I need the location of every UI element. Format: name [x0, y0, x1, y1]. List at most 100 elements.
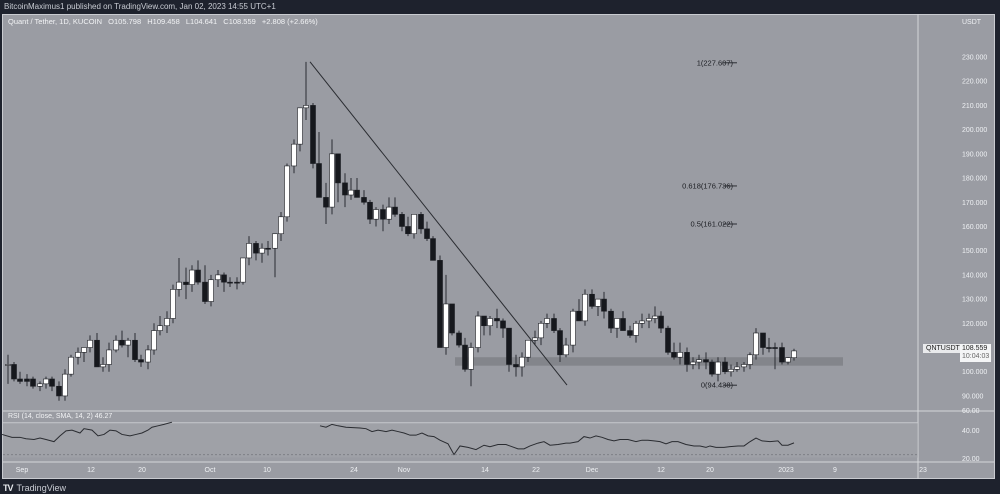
time-tick: Oct — [205, 467, 216, 474]
candle-body — [253, 243, 259, 254]
candle-body — [24, 378, 30, 382]
publish-bar: BitcoinMaximus1 published on TradingView… — [0, 0, 1000, 14]
candle-body — [690, 361, 696, 365]
price-tick: 170.000 — [962, 200, 987, 207]
candle-body — [437, 260, 443, 348]
candle-body — [494, 318, 500, 322]
price-tick: 210.000 — [962, 103, 987, 110]
candle-body — [753, 332, 759, 356]
rsi-line — [1, 421, 173, 443]
candle-body — [563, 344, 569, 356]
candle-body — [145, 349, 151, 363]
candle-body — [639, 320, 645, 324]
change-value: +2.808 (+2.66%) — [261, 17, 318, 26]
publish-line: BitcoinMaximus1 published on TradingView… — [4, 2, 276, 11]
candle-body — [513, 364, 519, 368]
price-tick: 90.000 — [962, 393, 984, 400]
candle-body — [620, 318, 626, 331]
candle-body — [75, 352, 81, 358]
candle-body — [62, 373, 68, 397]
candle-body — [449, 303, 455, 334]
candle-body — [43, 378, 49, 385]
brand-name: TradingView — [16, 483, 67, 493]
candle-body — [329, 153, 335, 208]
time-tick: 14 — [481, 467, 489, 474]
last-price-tag: 108.559 10:04:03 — [960, 344, 992, 362]
candle-body — [772, 347, 778, 349]
candle-body — [601, 298, 607, 312]
candle-body — [709, 361, 715, 375]
open-value: 105.798 — [114, 17, 142, 26]
candle-body — [367, 201, 373, 220]
candle-body — [183, 281, 189, 285]
candle-body — [5, 364, 11, 366]
currency-label: USDT — [962, 19, 982, 26]
price-tick: 160.000 — [962, 224, 987, 231]
candle-body — [538, 323, 544, 339]
candle-body — [487, 318, 493, 327]
candle-body — [303, 105, 309, 109]
candle-body — [532, 337, 538, 341]
candle-body — [240, 257, 246, 283]
time-tick: Nov — [398, 467, 411, 474]
candle-body — [138, 359, 144, 363]
candle-body — [608, 310, 614, 329]
time-tick: Dec — [586, 467, 599, 474]
candle-body — [576, 310, 582, 322]
rsi-tick: 60.00 — [962, 408, 980, 415]
candle-body — [272, 233, 278, 249]
high-value: 109.458 — [152, 17, 180, 26]
candle-body — [525, 339, 531, 358]
fib-label: 0.5(161.022) — [690, 219, 733, 228]
candle-body — [215, 274, 221, 281]
candle-body — [684, 352, 690, 365]
candle-body — [728, 369, 734, 373]
symbol-name: Quant / Tether, 1D, KUCOIN — [8, 17, 103, 26]
candle-body — [411, 214, 417, 235]
candle-body — [633, 323, 639, 336]
candle-body — [335, 153, 341, 184]
candle-body — [246, 243, 252, 259]
candle-body — [570, 310, 576, 346]
candle-body — [627, 330, 633, 336]
candle-body — [760, 332, 766, 348]
candle-body — [106, 349, 112, 365]
candle-body — [380, 209, 386, 220]
time-tick: 9 — [833, 467, 837, 474]
candle-body — [342, 182, 348, 196]
candle-body — [468, 347, 474, 370]
candle-body — [671, 352, 677, 358]
candle-body — [614, 318, 620, 329]
candle-body — [17, 378, 23, 382]
candle-body — [113, 339, 119, 351]
candle-body — [100, 364, 106, 368]
candle-body — [208, 279, 214, 302]
chart-frame[interactable] — [2, 14, 995, 479]
footer-bar — [0, 479, 1000, 494]
price-tick: 130.000 — [962, 297, 987, 304]
candle-body — [557, 330, 563, 356]
candle-body — [652, 315, 658, 319]
time-tick: 20 — [138, 467, 146, 474]
candle-body — [227, 281, 233, 284]
candle-body — [715, 361, 721, 375]
candle-body — [677, 352, 683, 358]
candle-body — [475, 315, 481, 348]
candle-body — [297, 107, 303, 145]
candle-body — [481, 315, 487, 327]
rsi-legend: RSI (14, close, SMA, 14, 2) 46.27 — [8, 413, 112, 420]
price-tick: 120.000 — [962, 321, 987, 328]
candle-body — [234, 281, 240, 284]
fib-label: 1(227.607) — [697, 58, 734, 67]
candle-body — [170, 289, 176, 319]
tradingview-logo[interactable]: TV TradingView — [3, 483, 66, 493]
candle-body — [392, 206, 398, 215]
candle-body — [310, 105, 316, 164]
candle-body — [785, 357, 791, 363]
candle-body — [456, 332, 462, 346]
candle-body — [30, 378, 36, 387]
candle-body — [519, 356, 525, 368]
candle-body — [722, 361, 728, 373]
rsi-params: RSI (14, close, SMA, 14, 2) — [8, 413, 93, 420]
